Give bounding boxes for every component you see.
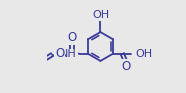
Text: O: O (122, 60, 131, 73)
Text: OH: OH (92, 10, 109, 20)
Text: O: O (68, 31, 77, 44)
Text: OH: OH (135, 49, 152, 59)
Text: NH: NH (60, 49, 77, 59)
Text: O: O (55, 47, 64, 60)
